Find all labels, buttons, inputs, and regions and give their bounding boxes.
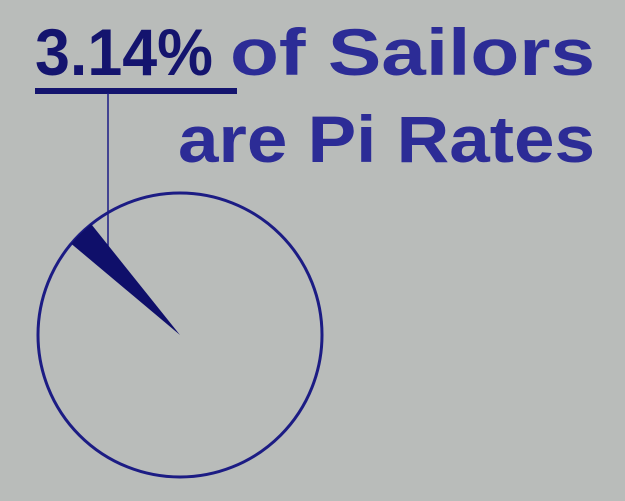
title-underline (35, 88, 237, 94)
pie-slice-0 (71, 224, 180, 335)
title-percentage: 3.14% (35, 15, 213, 89)
pie-outline (36, 191, 324, 479)
title-line2: are Pi Rates (178, 102, 595, 176)
title-line1-rest: of Sailors (230, 15, 595, 89)
